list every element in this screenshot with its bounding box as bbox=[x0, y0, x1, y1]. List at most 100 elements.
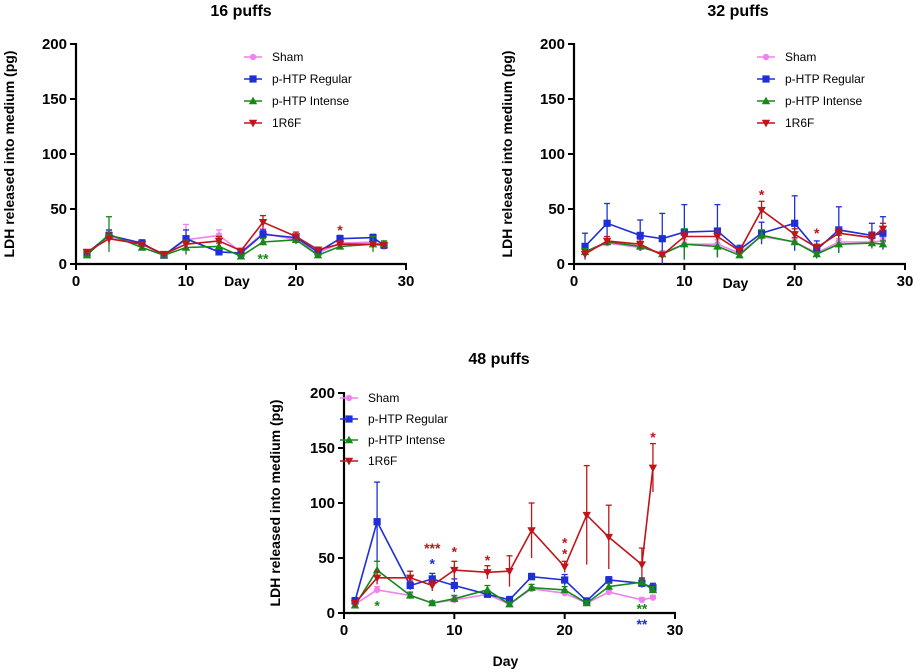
y-tick-label: 100 bbox=[540, 146, 565, 163]
legend-marker bbox=[344, 435, 354, 444]
data-point bbox=[791, 219, 799, 227]
data-point bbox=[450, 566, 459, 575]
significance-marker: ** bbox=[636, 601, 647, 617]
significance-marker: ** bbox=[636, 616, 647, 632]
data-point bbox=[82, 248, 92, 257]
data-point bbox=[658, 235, 666, 243]
data-point bbox=[527, 573, 536, 581]
y-tick-label: 50 bbox=[318, 550, 335, 567]
y-tick-label: 0 bbox=[327, 605, 335, 622]
data-point bbox=[638, 596, 646, 603]
data-point bbox=[649, 594, 657, 601]
legend-marker bbox=[248, 96, 258, 105]
chart-title: 16 puffs bbox=[210, 3, 271, 20]
legend-marker bbox=[249, 53, 257, 61]
data-point bbox=[373, 586, 381, 594]
legend-label: p-HTP Regular bbox=[368, 412, 448, 426]
y-tick-label: 150 bbox=[42, 91, 67, 108]
significance-marker: * bbox=[374, 597, 380, 613]
data-point bbox=[373, 518, 381, 526]
data-point bbox=[636, 241, 645, 249]
data-point bbox=[834, 239, 843, 248]
data-point bbox=[258, 219, 268, 227]
y-tick-label: 150 bbox=[540, 91, 565, 108]
legend-marker bbox=[248, 119, 258, 128]
data-point bbox=[137, 241, 147, 249]
legend-marker bbox=[249, 75, 257, 83]
data-point bbox=[428, 582, 437, 590]
x-tick-label: 0 bbox=[340, 622, 348, 639]
significance-marker: * bbox=[430, 556, 436, 572]
chart-title: 32 puffs bbox=[707, 3, 768, 20]
data-point bbox=[735, 247, 744, 256]
legend-label: p-HTP Intense bbox=[368, 433, 445, 447]
legend-marker bbox=[345, 394, 353, 402]
y-tick-label: 50 bbox=[50, 201, 67, 218]
x-axis-label: Day bbox=[723, 275, 749, 291]
significance-marker: ** bbox=[258, 251, 269, 267]
y-tick-label: 200 bbox=[42, 36, 67, 53]
data-point bbox=[159, 250, 169, 259]
significance-marker: * bbox=[562, 535, 568, 551]
y-tick-label: 50 bbox=[548, 201, 565, 218]
data-point bbox=[258, 237, 268, 246]
y-tick-label: 0 bbox=[557, 256, 565, 273]
data-point bbox=[637, 577, 647, 586]
legend-label: Sham bbox=[785, 50, 816, 64]
data-point bbox=[428, 575, 436, 583]
significance-marker: * bbox=[650, 429, 656, 445]
x-tick-label: 20 bbox=[288, 273, 305, 290]
legend-label: p-HTP Regular bbox=[785, 72, 865, 86]
legend-label: p-HTP Intense bbox=[272, 94, 349, 108]
data-point bbox=[428, 598, 437, 607]
x-tick-label: 0 bbox=[570, 273, 578, 290]
x-tick-label: 30 bbox=[897, 273, 914, 290]
data-point bbox=[104, 235, 114, 244]
data-point bbox=[757, 231, 766, 239]
data-point bbox=[214, 237, 224, 246]
legend-label: p-HTP Regular bbox=[272, 72, 352, 86]
legend-label: p-HTP Intense bbox=[785, 94, 862, 108]
data-point bbox=[527, 583, 536, 591]
data-point bbox=[790, 237, 799, 246]
data-point bbox=[680, 233, 689, 241]
data-point bbox=[648, 585, 658, 594]
data-point bbox=[483, 585, 492, 594]
data-point bbox=[582, 598, 591, 607]
x-tick-label: 20 bbox=[786, 273, 803, 290]
y-tick-label: 100 bbox=[310, 495, 335, 512]
legend-marker bbox=[761, 96, 771, 105]
legend-label: Sham bbox=[368, 391, 399, 405]
data-point bbox=[259, 230, 267, 238]
legend-label: 1R6F bbox=[272, 116, 301, 130]
data-point bbox=[181, 241, 191, 249]
data-point bbox=[483, 590, 492, 598]
significance-marker: *** bbox=[424, 540, 441, 556]
data-point bbox=[713, 242, 722, 250]
legend-marker bbox=[761, 119, 771, 128]
x-tick-label: 0 bbox=[72, 273, 80, 290]
data-point bbox=[560, 585, 569, 594]
data-point bbox=[527, 527, 536, 535]
x-tick-label: 10 bbox=[178, 273, 195, 290]
data-point bbox=[313, 246, 323, 255]
data-point bbox=[372, 574, 382, 583]
significance-marker: * bbox=[562, 546, 568, 562]
data-point bbox=[406, 574, 415, 583]
legend-marker bbox=[345, 415, 353, 423]
significance-marker: * bbox=[759, 187, 765, 203]
y-tick-label: 0 bbox=[59, 256, 67, 273]
y-axis-label: LDH released into medium (pg) bbox=[499, 51, 515, 258]
data-point bbox=[214, 242, 224, 250]
data-point bbox=[812, 244, 821, 252]
data-point bbox=[560, 563, 569, 572]
data-point bbox=[450, 594, 459, 602]
significance-marker: * bbox=[814, 225, 820, 241]
y-axis-label: LDH released into medium (pg) bbox=[1, 51, 17, 258]
data-point bbox=[680, 239, 689, 248]
chart-title: 48 puffs bbox=[468, 351, 529, 368]
data-point bbox=[812, 249, 821, 258]
data-point bbox=[505, 568, 514, 576]
y-tick-label: 100 bbox=[42, 146, 67, 163]
